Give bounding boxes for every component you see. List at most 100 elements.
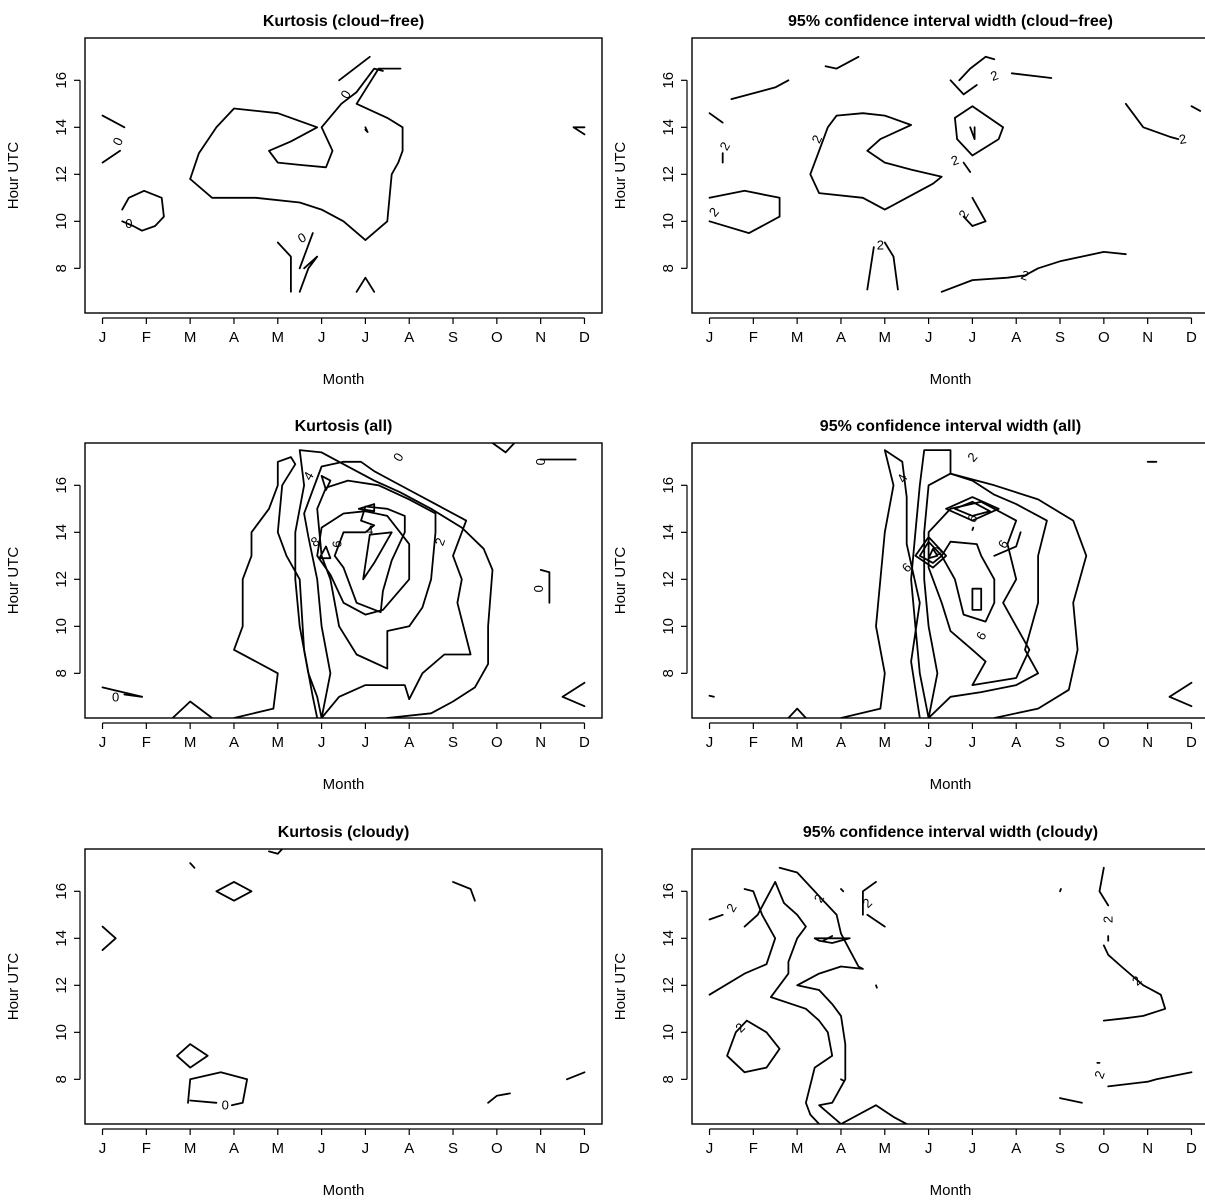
x-tick-label: D: [1186, 329, 1197, 346]
y-tick-label: 8: [660, 669, 677, 677]
contour-line: [940, 540, 996, 623]
contour-line: [866, 246, 875, 291]
y-tick-label: 12: [660, 166, 677, 183]
x-tick-label: A: [229, 734, 239, 751]
contour-lines: [101, 443, 586, 718]
chart-panel-6: 95% confidence interval width (cloudy) J F…: [612, 824, 1205, 1199]
contour-line: [1010, 72, 1053, 79]
x-tick-label: M: [791, 1140, 804, 1157]
contour-line: [730, 79, 790, 100]
contour-line: [276, 241, 292, 293]
x-tick-label: F: [749, 329, 758, 346]
x-tick-label: A: [1011, 329, 1021, 346]
x-tick-label: M: [272, 734, 285, 751]
contour-line: [940, 250, 1127, 293]
x-axis-label: Month: [323, 776, 365, 793]
contour-line: [101, 149, 121, 164]
x-tick-label: O: [491, 329, 503, 346]
chart-title: 95% confidence interval width (all): [820, 418, 1081, 435]
contour-line: [303, 460, 472, 718]
contour-line: [809, 112, 943, 211]
contour-line: [298, 232, 314, 270]
y-axis-label: Hour UTC: [612, 142, 629, 210]
x-tick-label: J: [706, 1140, 714, 1157]
contour-level-label: 6: [973, 629, 990, 643]
y-tick-label: 16: [53, 883, 70, 900]
y-axis-label: Hour UTC: [612, 547, 629, 615]
contour-level-label: 0: [337, 88, 354, 102]
x-tick-label: J: [706, 329, 714, 346]
contour-line: [316, 479, 437, 670]
y-tick-label: 8: [53, 669, 70, 677]
plot-frame: [691, 442, 1205, 719]
x-tick-label: F: [749, 1140, 758, 1157]
contour-level-label: 2: [1091, 1069, 1108, 1081]
x-tick-label: A: [404, 1140, 414, 1157]
contour-line: [101, 925, 117, 951]
contour-level-label: 0: [112, 689, 119, 704]
contour-line: [822, 935, 834, 942]
contour-line: [357, 503, 376, 513]
contour-line: [215, 881, 253, 902]
x-tick-label: S: [1055, 329, 1065, 346]
x-tick-label: S: [1055, 1140, 1065, 1157]
x-tick-label: J: [969, 329, 977, 346]
y-tick-label: 16: [53, 477, 70, 494]
contour-level-label: 2: [809, 133, 826, 146]
contour-line: [875, 984, 878, 989]
contour-line: [316, 510, 411, 616]
x-tick-label: S: [448, 1140, 458, 1157]
y-tick-label: 10: [660, 213, 677, 230]
contour-level-label: 4: [894, 471, 911, 485]
x-tick-label: J: [969, 734, 977, 751]
contour-level-label: 2: [964, 450, 980, 465]
contour-line: [971, 526, 975, 531]
x-tick-label: D: [579, 329, 590, 346]
contour-lines: [101, 849, 586, 1107]
chart-title: 95% confidence interval width (cloudy): [803, 824, 1098, 841]
x-tick-label: A: [229, 1140, 239, 1157]
chart-title: 95% confidence interval width (cloud−fre…: [788, 13, 1113, 30]
contour-line: [708, 189, 781, 235]
contour-line: [189, 1099, 218, 1104]
y-tick-label: 16: [660, 72, 677, 89]
y-tick-label: 16: [660, 883, 677, 900]
contour-line: [487, 1092, 511, 1104]
plot-frame: [691, 37, 1205, 314]
contour-line: [362, 531, 393, 581]
plot-frame: [84, 848, 603, 1125]
plot-frame: [691, 848, 1205, 1125]
contour-line: [1124, 102, 1180, 141]
y-axis-label: Hour UTC: [5, 953, 22, 1021]
x-tick-label: O: [1098, 329, 1110, 346]
contour-line: [189, 67, 404, 242]
contour-level-label: 2: [811, 891, 828, 905]
contour-level-label: 2: [1101, 916, 1116, 923]
y-axis-label: Hour UTC: [5, 547, 22, 615]
x-tick-label: S: [448, 734, 458, 751]
y-tick-label: 8: [660, 264, 677, 272]
contour-line: [268, 849, 284, 855]
x-tick-label: M: [184, 734, 197, 751]
y-tick-label: 12: [660, 571, 677, 588]
x-tick-label: N: [1142, 734, 1153, 751]
contour-line: [954, 105, 1004, 157]
contour-level-label: 2: [877, 237, 884, 252]
y-tick-label: 16: [660, 477, 677, 494]
contour-line: [539, 569, 551, 604]
x-tick-label: O: [491, 734, 503, 751]
x-tick-label: N: [1142, 1140, 1153, 1157]
chart-title: Kurtosis (all): [295, 418, 393, 435]
x-tick-label: J: [362, 734, 370, 751]
contour-level-label: 2: [949, 152, 961, 169]
y-tick-label: 14: [53, 524, 70, 541]
contour-line: [914, 536, 947, 569]
x-tick-label: F: [142, 329, 151, 346]
y-axis-label: Hour UTC: [612, 953, 629, 1021]
contour-line: [566, 1071, 586, 1081]
contour-line: [338, 55, 371, 82]
contour-line: [993, 531, 1022, 557]
x-tick-label: M: [791, 329, 804, 346]
contour-level-label: 2: [988, 67, 1000, 84]
x-axis-label: Month: [323, 1182, 365, 1199]
